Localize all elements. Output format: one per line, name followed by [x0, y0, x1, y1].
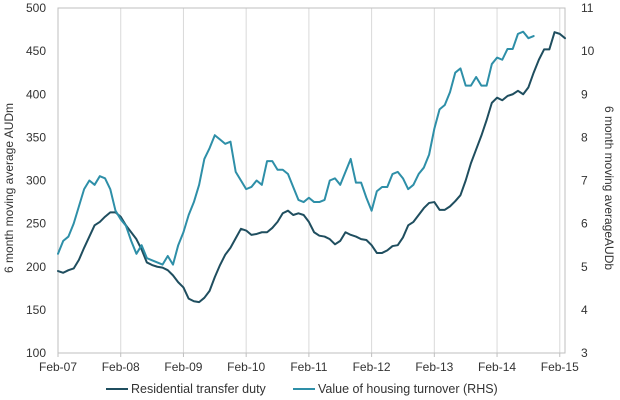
series-lines [57, 30, 566, 304]
y-axis-right: 3 4 5 6 7 8 9 10 11 [581, 1, 595, 360]
legend-label-turnover: Value of housing turnover (RHS) [318, 382, 498, 396]
plot-frame [57, 7, 566, 354]
y-axis-title: 6 month moving average AUDm [2, 103, 16, 273]
x-tick-label: Feb-11 [290, 360, 327, 374]
x-tick-label: Feb-15 [541, 360, 579, 374]
legend-label-residential: Residential transfer duty [131, 382, 267, 396]
y-tick-label: 500 [26, 1, 46, 15]
y2-tick-label: 6 [581, 217, 588, 231]
y2-tick-label: 10 [581, 44, 595, 58]
x-tick-label: Feb-12 [353, 360, 391, 374]
y-tick-label: 450 [26, 44, 46, 58]
y2-axis-title: 6 month moving averageAUDb [602, 106, 616, 270]
y2-tick-label: 5 [581, 260, 588, 274]
x-tick-label: Feb-14 [478, 360, 516, 374]
y-tick-label: 100 [26, 346, 46, 360]
y-tick-label: 400 [26, 87, 46, 101]
x-axis: Feb-07 Feb-08 Feb-09 Feb-10 Feb-11 Feb-12 Feb-… [39, 353, 579, 374]
gridlines [57, 8, 561, 353]
x-tick-label: Feb-08 [102, 360, 140, 374]
y-axis-left: 100 150 200 250 300 350 400 450 500 [26, 1, 46, 360]
legend: Residential transfer duty Value of housi… [106, 382, 498, 396]
y2-tick-label: 7 [581, 174, 588, 188]
x-tick-label: Feb-10 [227, 360, 265, 374]
y-tick-label: 350 [26, 130, 46, 144]
y2-tick-label: 8 [581, 130, 588, 144]
y-tick-label: 150 [26, 303, 46, 317]
y-tick-label: 300 [26, 174, 46, 188]
y2-tick-label: 9 [581, 87, 588, 101]
x-tick-label: Feb-07 [39, 360, 77, 374]
x-tick-label: Feb-13 [415, 360, 453, 374]
y2-tick-label: 11 [581, 1, 594, 15]
y2-tick-label: 4 [581, 303, 588, 317]
y-tick-label: 200 [26, 260, 46, 274]
y2-tick-label: 3 [581, 346, 588, 360]
x-tick-label: Feb-09 [164, 360, 202, 374]
series-line-residential-transfer-duty [57, 31, 566, 304]
y-tick-label: 250 [26, 217, 46, 231]
series-line-housing-turnover [57, 30, 535, 266]
